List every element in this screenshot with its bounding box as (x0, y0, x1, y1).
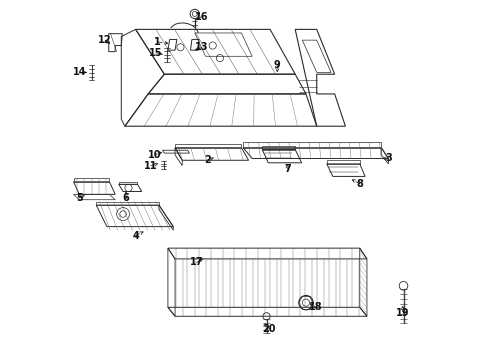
Text: 9: 9 (274, 60, 281, 70)
Text: 19: 19 (396, 308, 410, 318)
Text: 14: 14 (74, 67, 87, 77)
Text: 13: 13 (195, 42, 209, 52)
Text: 10: 10 (148, 150, 161, 160)
Text: 8: 8 (356, 179, 363, 189)
Text: 4: 4 (132, 231, 139, 240)
Text: 1: 1 (154, 37, 161, 47)
Text: 3: 3 (385, 153, 392, 163)
Text: 20: 20 (263, 324, 276, 334)
Text: 17: 17 (190, 257, 203, 267)
Text: 6: 6 (122, 193, 129, 203)
Text: 15: 15 (149, 48, 163, 58)
Text: 16: 16 (195, 12, 208, 22)
Text: 7: 7 (285, 164, 292, 174)
Text: 2: 2 (204, 155, 211, 165)
Text: 11: 11 (144, 161, 158, 171)
Text: 18: 18 (309, 302, 323, 312)
Text: 12: 12 (98, 35, 112, 45)
Text: 5: 5 (76, 193, 83, 203)
